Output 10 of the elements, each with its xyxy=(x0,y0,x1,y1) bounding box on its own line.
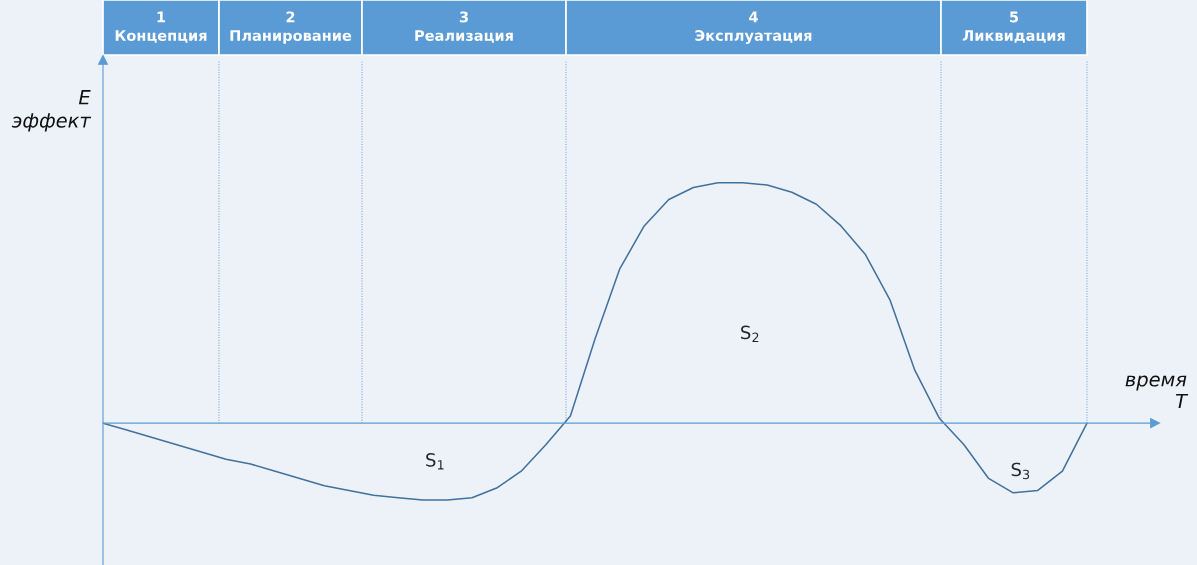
text: 1 Концепция xyxy=(115,11,207,43)
text: 5 Ликвидация xyxy=(962,11,1065,43)
annotation: S$_{3}$ xyxy=(1011,462,1030,480)
annotation: S$_{1}$ xyxy=(426,453,444,470)
x-axis-title: время T xyxy=(1125,375,1189,409)
annotation: S$_{2}$ xyxy=(741,325,759,342)
text: 3 Реализация xyxy=(415,11,513,43)
y-axis-title: E эффект xyxy=(11,90,92,132)
text: 4 Эксплуатация xyxy=(695,11,812,44)
text: 2 Планирование xyxy=(230,11,352,44)
